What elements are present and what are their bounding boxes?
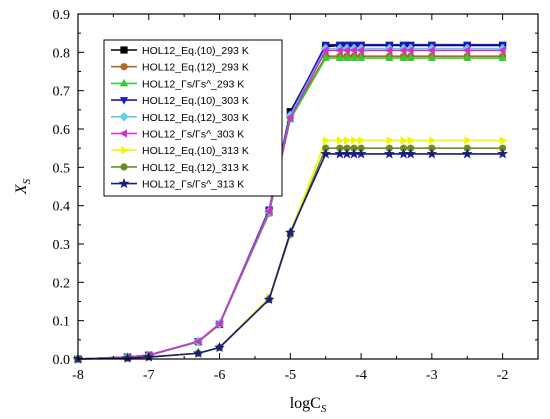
legend-swatch-marker	[119, 112, 129, 122]
data-point	[358, 136, 366, 145]
x-tick-label: -4	[355, 368, 367, 383]
data-point	[321, 46, 329, 55]
data-point	[426, 148, 438, 159]
data-point	[334, 148, 346, 159]
legend-label: HOL12_Γs/Γs^_303 K	[142, 129, 244, 141]
data-point	[498, 53, 507, 62]
y-tick-label: 0.5	[53, 161, 71, 176]
data-point	[462, 46, 471, 55]
data-point	[349, 53, 359, 62]
data-point	[499, 136, 508, 145]
data-point	[464, 136, 472, 145]
data-point	[355, 148, 367, 159]
data-point	[384, 46, 393, 55]
legend-label: HOL12_Eq.(10)_293 K	[142, 45, 249, 57]
legend-swatch-marker	[121, 146, 129, 155]
data-point	[341, 148, 353, 159]
y-tick-label: 0.4	[53, 200, 71, 215]
data-point	[264, 207, 273, 216]
data-point	[284, 226, 296, 238]
data-point	[193, 337, 202, 346]
plot-area	[72, 41, 508, 364]
data-point	[407, 136, 416, 145]
legend-label: HOL12_Eq.(12)_293 K	[142, 62, 249, 74]
x-tick-label: -2	[497, 368, 509, 383]
y-axis-title: XS	[13, 178, 33, 195]
legend-swatch-marker	[119, 129, 127, 138]
data-point	[322, 136, 331, 145]
data-point	[343, 136, 352, 145]
series-line	[77, 153, 503, 360]
legend-label: HOL12_Eq.(10)_313 K	[142, 145, 249, 157]
data-point	[356, 53, 366, 62]
axes: 0.0 0.1 0.2 0.3 0.4 0.5 0.6 0.7 0.8 0.9 -8 -7 -6 -5 -4…	[13, 8, 539, 415]
legend-swatch-marker	[120, 163, 128, 171]
y-tick-label: 0.1	[53, 315, 71, 330]
legend-label: HOL12_Eq.(12)_313 K	[142, 162, 249, 174]
data-point	[335, 53, 344, 62]
legend-label: HOL12_Γs/Γs^_313 K	[142, 179, 244, 191]
data-point	[320, 148, 332, 159]
data-point	[497, 148, 508, 159]
data-point	[356, 46, 365, 55]
data-point	[427, 46, 435, 55]
legend-label: HOL12_Eq.(10)_303 K	[142, 95, 249, 107]
data-point	[498, 46, 506, 55]
data-point	[285, 113, 294, 122]
legend-swatch-marker	[120, 46, 128, 54]
data-point	[342, 53, 352, 62]
legend-swatch-marker	[118, 177, 130, 189]
series-6	[73, 46, 506, 364]
x-tick-label: -8	[72, 368, 84, 383]
legend-swatch-marker	[119, 78, 129, 87]
legend-swatch-marker	[119, 97, 129, 105]
data-point	[406, 53, 415, 62]
y-tick-label: 0.8	[53, 46, 71, 61]
data-point	[461, 148, 473, 159]
data-point	[263, 293, 275, 305]
data-point	[214, 319, 223, 328]
y-tick-label: 0.6	[53, 123, 71, 138]
data-point	[428, 136, 437, 145]
x-tick-label: -3	[426, 368, 438, 383]
data-point	[405, 148, 416, 159]
data-point	[406, 46, 414, 55]
data-point	[336, 136, 345, 145]
x-tick-label: -7	[143, 368, 155, 383]
legend-label: HOL12_Eq.(12)_303 K	[142, 112, 249, 124]
data-point	[384, 148, 395, 159]
y-tick-label: 0.3	[53, 238, 71, 253]
data-point	[214, 341, 225, 353]
data-point	[398, 148, 409, 159]
data-point	[192, 347, 204, 358]
y-tick-label: 0.2	[53, 276, 71, 291]
data-point	[399, 53, 408, 62]
x-tick-label: -6	[214, 368, 226, 383]
legend-label: HOL12_Γs/Γs^_293 K	[142, 78, 244, 90]
y-tick-label: 0.0	[53, 353, 71, 368]
data-point	[122, 352, 133, 363]
y-tick-label: 0.9	[53, 8, 71, 23]
y-tick-label: 0.7	[53, 85, 71, 100]
legend: HOL12_Eq.(10)_293 K HOL12_Eq.(12)_293 K HO…	[103, 39, 283, 197]
data-point	[348, 148, 360, 159]
data-point	[351, 136, 359, 145]
legend-swatch-marker	[120, 63, 128, 71]
data-point	[463, 53, 472, 62]
data-point	[385, 53, 394, 62]
data-point	[386, 136, 394, 145]
x-tick-label: -5	[284, 368, 296, 383]
data-point	[321, 53, 330, 62]
data-point	[400, 136, 409, 145]
x-axis-title: logCS	[290, 395, 327, 415]
data-point	[427, 53, 436, 62]
